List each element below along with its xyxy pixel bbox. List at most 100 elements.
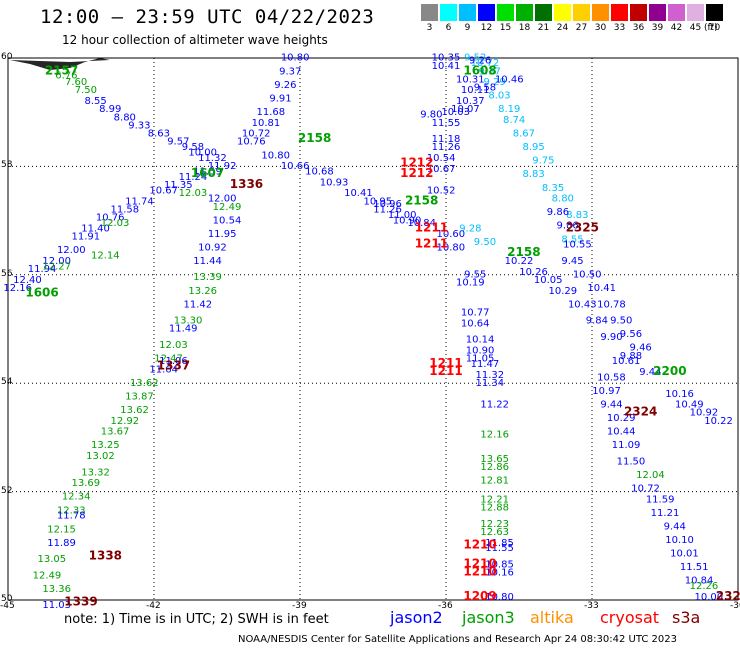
wave-height-value: 10.90 — [393, 215, 422, 226]
wave-height-value: 9.90 — [600, 332, 622, 343]
footnote: note: 1) Time is in UTC; 2) SWH is in fe… — [64, 612, 329, 627]
wave-height-value: 10.60 — [437, 229, 466, 240]
wave-height-value: 10.03 — [441, 107, 470, 118]
wave-height-value: 11.03 — [42, 600, 71, 611]
wave-height-value: 8.35 — [542, 183, 564, 194]
wave-height-value: 11.55 — [485, 543, 514, 554]
wave-height-value: 11.55 — [432, 118, 461, 129]
satellite-legend-cryosat: cryosat — [600, 608, 660, 627]
lon-tick-label: -42 — [146, 601, 161, 611]
pass-time-label: 1212 — [400, 166, 433, 180]
wave-height-value: 11.18 — [432, 134, 461, 145]
wave-height-value: 11.92 — [208, 161, 237, 172]
pass-time-label: 2158 — [507, 245, 540, 259]
wave-height-value: 9.84 — [586, 316, 608, 327]
wave-height-value: 10.49 — [675, 400, 704, 411]
wave-height-value: 10.72 — [242, 129, 271, 140]
legend-label: 30 — [594, 23, 607, 33]
lon-tick-label: -36 — [438, 601, 453, 611]
legend-swatch — [592, 4, 609, 21]
wave-height-value: 9.88 — [620, 351, 642, 362]
legend-label: 15 — [499, 23, 512, 33]
wave-height-value: 12.47 — [154, 354, 183, 365]
wave-height-value: 12.04 — [636, 470, 665, 481]
lat-tick-label: 56 — [1, 268, 13, 279]
wave-height-value: 10.44 — [607, 427, 636, 438]
legend-label: 39 — [651, 23, 664, 33]
wave-height-value: 11.06 — [159, 356, 188, 367]
wave-height-value: 10.10 — [665, 535, 694, 546]
wave-height-value: 10.61 — [612, 356, 641, 367]
wave-height-value: 11.40 — [81, 223, 110, 234]
legend-label: 12 — [480, 23, 493, 33]
wave-height-value: 10.76 — [96, 213, 125, 224]
wave-height-value: 12.00 — [57, 245, 86, 256]
lon-tick-label: -45 — [0, 601, 15, 611]
wave-height-value: 12.16 — [3, 283, 32, 294]
wave-height-value: 10.00 — [188, 148, 217, 159]
wave-height-value: 13.65 — [480, 454, 509, 465]
wave-height-value: 12.03 — [159, 340, 188, 351]
wave-height-value: 8.83 — [566, 210, 588, 221]
wave-height-value: 10.37 — [456, 96, 485, 107]
wave-height-value: 10.16 — [665, 389, 694, 400]
wave-height-value: 12.03 — [101, 218, 130, 229]
pass-time-label: 1211 — [415, 237, 448, 251]
wave-height-value: 11.74 — [125, 196, 154, 207]
satellite-legend-altika: altika — [530, 608, 574, 627]
map-subtitle: 12 hour collection of altimeter wave hei… — [62, 33, 328, 47]
wave-height-value: 10.90 — [466, 345, 495, 356]
wave-height-value: 10.11 — [461, 85, 490, 96]
wave-height-value: 11.22 — [480, 400, 509, 411]
wave-height-value: 13.25 — [91, 440, 120, 451]
wave-height-value: 10.58 — [597, 372, 626, 383]
wave-height-value: 12.49 — [213, 202, 242, 213]
wave-height-value: 9.26 — [274, 80, 296, 91]
wave-height-value: 13.62 — [120, 405, 149, 416]
pass-time-label: 1212 — [400, 155, 433, 169]
wave-height-value: 9.86 — [557, 221, 579, 232]
lon-tick-label: -30 — [730, 601, 740, 611]
legend-swatch — [649, 4, 666, 21]
wave-height-value: 12.49 — [33, 570, 62, 581]
legend-label: 27 — [575, 23, 588, 33]
wave-height-value: 10.52 — [427, 186, 456, 197]
legend-swatch — [687, 4, 704, 21]
wave-height-value: 8.55 — [561, 234, 583, 245]
wave-height-value: 10.68 — [305, 167, 334, 178]
lat-lon-grid — [7, 57, 739, 601]
wave-height-value: 12.03 — [179, 188, 208, 199]
lat-tick-label: 50 — [1, 594, 13, 604]
lat-tick-label: 60 — [1, 52, 13, 62]
lon-tick-label: -33 — [584, 601, 599, 611]
wave-height-value: 10.41 — [432, 61, 461, 72]
wave-height-value: 11.59 — [193, 167, 222, 178]
wave-height-value: 7.50 — [75, 85, 97, 96]
map-title: 12:00 – 23:59 UTC 04/22/2023 — [40, 6, 375, 28]
wave-height-value: 12.14 — [91, 251, 120, 262]
wave-height-value: 10.95 — [364, 196, 393, 207]
wave-height-value: 10.81 — [252, 118, 281, 129]
wave-height-value: 12.63 — [480, 527, 509, 538]
pass-time-label: 1211 — [429, 356, 462, 370]
wave-height-value: 10.54 — [213, 215, 242, 226]
wave-height-value: 11.94 — [28, 264, 57, 275]
pass-time-label: 1338 — [89, 548, 122, 562]
wave-height-value: 11.09 — [612, 440, 641, 451]
wave-height-value: 13.67 — [101, 427, 130, 438]
wave-height-value: 11.26 — [432, 142, 461, 153]
lat-tick-label: 58 — [1, 160, 13, 171]
wave-height-value: 9.58 — [474, 83, 496, 94]
wave-height-value: 11.35 — [164, 180, 193, 191]
wave-height-value: 9.33 — [128, 120, 150, 131]
wave-height-value: 9.46 — [630, 343, 652, 354]
lat-tick-label: 54 — [1, 377, 13, 388]
wave-height-value: 8.63 — [148, 129, 170, 140]
wave-height-value: 10.97 — [592, 386, 621, 397]
pass-time-label: 2200 — [653, 364, 686, 378]
pass-time-label: 1210 — [463, 556, 496, 570]
satellite-legend-s3a: s3a — [672, 608, 701, 627]
pass-time-label: 1209 — [463, 589, 496, 603]
wave-height-value: 9.56 — [620, 329, 642, 340]
